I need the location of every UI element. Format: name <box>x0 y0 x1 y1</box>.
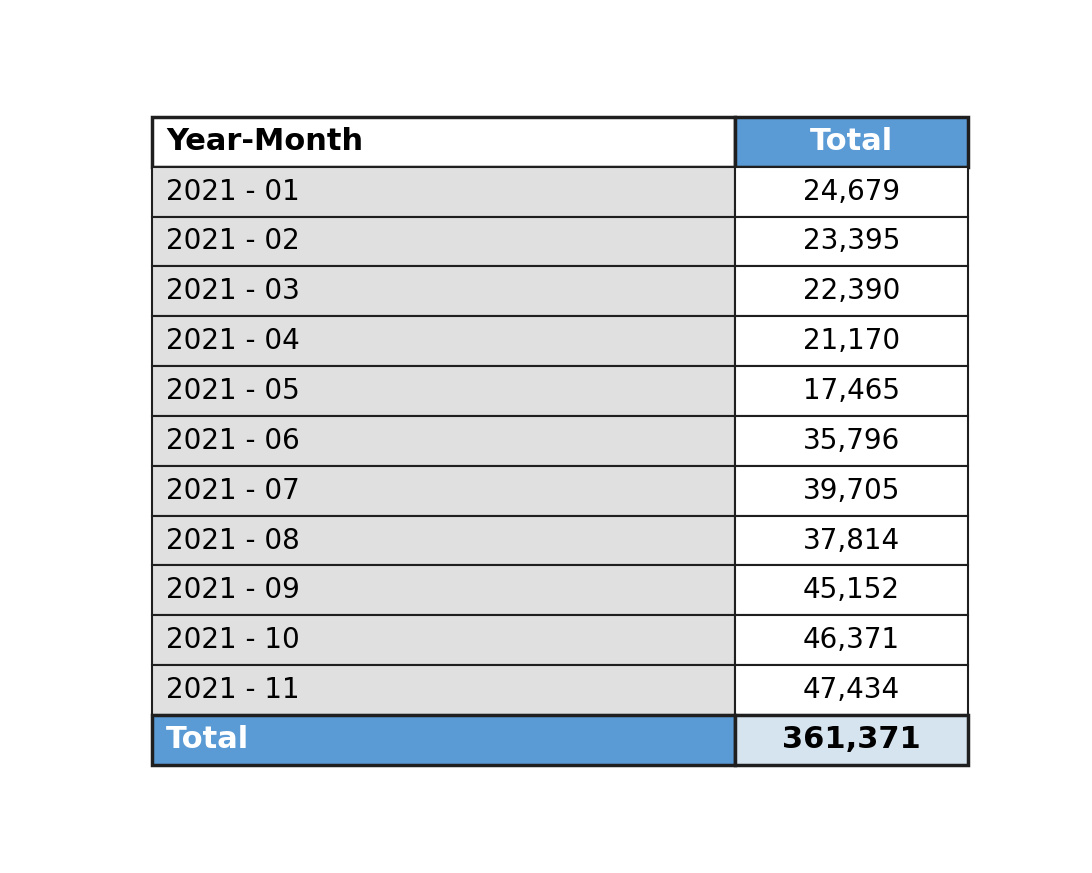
Text: 21,170: 21,170 <box>803 327 900 355</box>
Text: 2021 - 03: 2021 - 03 <box>166 278 300 306</box>
Text: 2021 - 06: 2021 - 06 <box>166 427 300 455</box>
Bar <box>735 117 968 167</box>
Bar <box>735 167 968 217</box>
Bar <box>735 416 968 466</box>
Bar <box>152 466 735 516</box>
Text: 2021 - 07: 2021 - 07 <box>166 477 300 505</box>
Text: 2021 - 02: 2021 - 02 <box>166 228 300 256</box>
Bar <box>735 316 968 366</box>
Bar <box>735 516 968 566</box>
Bar <box>735 566 968 615</box>
Bar <box>152 217 735 266</box>
Text: 361,371: 361,371 <box>782 725 921 754</box>
Bar <box>735 715 968 765</box>
Bar <box>735 665 968 715</box>
Text: 37,814: 37,814 <box>803 526 900 554</box>
Bar <box>152 366 735 416</box>
Bar <box>152 117 735 167</box>
Text: 35,796: 35,796 <box>803 427 900 455</box>
Text: 24,679: 24,679 <box>803 177 900 206</box>
Bar <box>735 466 968 516</box>
Bar <box>152 516 735 566</box>
Text: 39,705: 39,705 <box>803 477 900 505</box>
Bar <box>735 217 968 266</box>
Text: 2021 - 04: 2021 - 04 <box>166 327 300 355</box>
Text: 23,395: 23,395 <box>803 228 900 256</box>
Text: 45,152: 45,152 <box>803 576 900 604</box>
Bar <box>152 615 735 665</box>
Bar <box>152 416 735 466</box>
Text: 2021 - 08: 2021 - 08 <box>166 526 300 554</box>
Text: Year-Month: Year-Month <box>166 127 364 156</box>
Text: 2021 - 10: 2021 - 10 <box>166 626 300 654</box>
Text: 17,465: 17,465 <box>803 377 900 405</box>
Text: 46,371: 46,371 <box>803 626 900 654</box>
Text: 2021 - 05: 2021 - 05 <box>166 377 300 405</box>
Bar <box>735 615 968 665</box>
Bar <box>152 266 735 316</box>
Bar <box>735 266 968 316</box>
Text: 2021 - 09: 2021 - 09 <box>166 576 300 604</box>
Text: Total: Total <box>809 127 893 156</box>
Bar <box>152 316 735 366</box>
Bar <box>735 366 968 416</box>
Text: 22,390: 22,390 <box>803 278 900 306</box>
Bar <box>152 566 735 615</box>
Text: Total: Total <box>166 725 250 754</box>
Text: 2021 - 11: 2021 - 11 <box>166 676 300 705</box>
Text: 47,434: 47,434 <box>803 676 900 705</box>
Bar <box>152 167 735 217</box>
Text: 2021 - 01: 2021 - 01 <box>166 177 300 206</box>
Bar <box>152 715 735 765</box>
Bar <box>152 665 735 715</box>
